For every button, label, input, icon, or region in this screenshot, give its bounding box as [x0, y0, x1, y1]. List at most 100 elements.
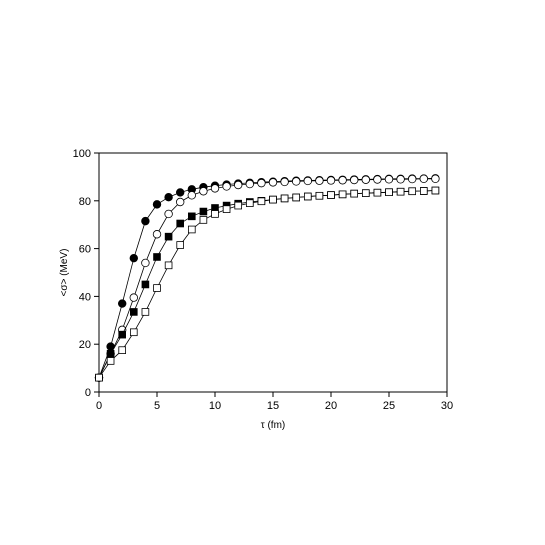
data-point [350, 175, 359, 185]
x-tick-label: 5 [154, 400, 160, 412]
plot-area [98, 152, 448, 393]
x-tick-label: 0 [96, 400, 102, 412]
data-point [129, 328, 138, 337]
series-open-circle [94, 174, 440, 382]
data-point [118, 346, 127, 354]
data-point [129, 308, 138, 316]
data-point [106, 357, 115, 365]
data-point [338, 176, 347, 185]
data-point [187, 191, 196, 200]
data-point [373, 188, 382, 197]
data-point [199, 207, 208, 216]
data-point [95, 373, 103, 382]
data-point [431, 174, 440, 184]
data-point [175, 197, 185, 207]
y-tick-label: 60 [79, 244, 91, 256]
data-point [210, 184, 220, 193]
data-point [118, 330, 127, 339]
data-point [361, 189, 370, 197]
data-point [187, 212, 196, 221]
data-point [315, 191, 324, 200]
data-point [361, 175, 370, 184]
data-point [141, 258, 150, 268]
y-tick-label: 80 [79, 196, 91, 208]
x-tick-label: 30 [441, 400, 453, 412]
series-line [98, 190, 436, 378]
data-point [117, 299, 127, 308]
series-filled-square [95, 186, 440, 382]
data-point [257, 178, 266, 188]
data-point [326, 176, 336, 185]
data-point [164, 232, 173, 241]
data-point [269, 195, 277, 204]
y-tick-label: 40 [79, 291, 91, 303]
data-point [303, 192, 312, 201]
data-point [408, 187, 416, 196]
series-line [98, 190, 436, 378]
data-point [141, 308, 150, 316]
data-point [153, 253, 161, 261]
x-tick-label: 25 [383, 400, 395, 412]
series-line [98, 177, 436, 378]
data-point [141, 216, 150, 226]
data-point [257, 197, 266, 206]
data-point [419, 187, 428, 195]
x-tick-label: 20 [325, 400, 337, 412]
data-point [350, 189, 358, 198]
data-point [152, 230, 162, 239]
data-point [419, 174, 428, 184]
axes-layer: 0 5 10 15 20 25 30 0 20 40 60 80 100 [73, 148, 453, 412]
data-point [268, 178, 278, 187]
data-point [385, 188, 393, 196]
y-tick-label: 100 [73, 148, 91, 160]
data-point [152, 200, 162, 209]
data-point [292, 193, 300, 202]
data-point [141, 280, 150, 289]
data-point [199, 216, 208, 224]
data-point [164, 261, 173, 270]
x-axis-title: τ (fm) [261, 420, 286, 431]
data-point [164, 209, 173, 219]
data-point [129, 253, 138, 263]
series-line [98, 178, 436, 378]
data-point [280, 177, 289, 187]
data-point [222, 205, 231, 213]
data-point [373, 175, 382, 184]
y-axis-title: <σ> (MeV) [59, 249, 70, 297]
data-point [164, 193, 173, 202]
data-point [384, 175, 394, 184]
data-point [396, 175, 405, 184]
data-point [153, 284, 161, 292]
data-point [396, 187, 405, 196]
x-tick-label: 15 [267, 400, 279, 412]
data-point [245, 199, 254, 207]
data-point [175, 188, 185, 197]
y-tick-label: 20 [79, 339, 91, 351]
data-point [327, 191, 335, 199]
data-point [176, 241, 185, 249]
series-filled-circle [94, 174, 440, 382]
data-point [106, 349, 115, 358]
data-point [234, 201, 243, 210]
data-point [245, 179, 254, 189]
data-point [292, 177, 301, 186]
data-point [303, 176, 312, 186]
y-tick-label: 0 [85, 387, 91, 399]
data-point [211, 210, 219, 218]
data-point [280, 194, 289, 203]
data-point [233, 180, 243, 190]
data-point [408, 174, 417, 184]
x-tick-label: 10 [209, 400, 221, 412]
data-point [129, 293, 138, 302]
data-point [431, 186, 440, 195]
data-point [187, 225, 196, 234]
series-open-square [95, 186, 440, 382]
data-point [338, 190, 347, 199]
data-point [222, 182, 231, 191]
series-layer [94, 174, 440, 382]
data-point [176, 219, 185, 228]
data-point [199, 187, 208, 196]
plot-frame [98, 152, 448, 393]
data-point [315, 176, 324, 185]
